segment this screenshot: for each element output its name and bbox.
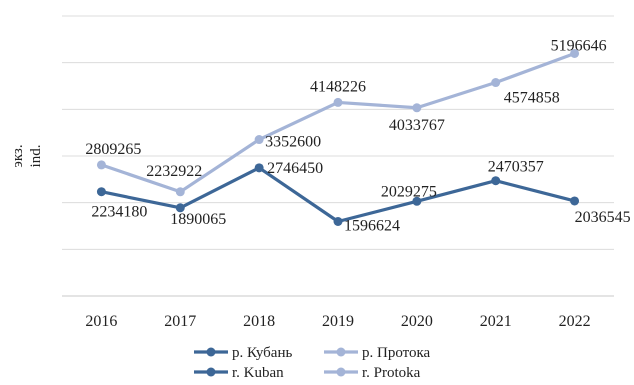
x-tick-label: 2017 bbox=[164, 313, 196, 330]
data-label: 3352600 bbox=[265, 134, 321, 151]
data-label: 1890065 bbox=[170, 211, 226, 228]
y-axis-label: экз. ind. bbox=[10, 144, 44, 167]
data-point bbox=[175, 187, 185, 197]
data-label: 2470357 bbox=[488, 159, 544, 176]
data-labels: 2234180 1890065 2746450 1596624 2029275 24703… bbox=[85, 37, 630, 234]
x-tick-label: 2021 bbox=[480, 313, 512, 330]
data-point bbox=[333, 216, 343, 226]
legend-marker bbox=[336, 347, 346, 357]
data-label: 2232922 bbox=[146, 163, 202, 180]
data-label: 2809265 bbox=[85, 141, 141, 158]
legend-label: р. Протока bbox=[362, 345, 431, 361]
data-label: 1596624 bbox=[344, 217, 400, 234]
x-tick-label: 2016 bbox=[85, 313, 117, 330]
x-tick-label: 2020 bbox=[401, 313, 433, 330]
legend-marker bbox=[206, 347, 216, 357]
data-point bbox=[96, 160, 106, 170]
data-point bbox=[96, 187, 106, 197]
data-label: 2036545 bbox=[575, 209, 631, 226]
data-point bbox=[491, 176, 501, 186]
data-point bbox=[491, 78, 501, 88]
data-point bbox=[412, 103, 422, 113]
data-label: 4148226 bbox=[310, 78, 366, 95]
data-point bbox=[175, 203, 185, 213]
data-point bbox=[333, 97, 343, 107]
data-label: 2029275 bbox=[381, 183, 437, 200]
y-axis-label-line: ind. bbox=[28, 145, 44, 168]
data-point bbox=[412, 196, 422, 206]
series-layer bbox=[96, 48, 580, 226]
legend-marker bbox=[206, 367, 216, 377]
data-label: 2746450 bbox=[267, 160, 323, 177]
legend-label: r. Kuban bbox=[232, 365, 284, 381]
data-label: 2234180 bbox=[91, 204, 147, 221]
y-axis-label-line: экз. bbox=[10, 144, 26, 167]
x-tick-label: 2018 bbox=[243, 313, 275, 330]
x-tick-label: 2019 bbox=[322, 313, 354, 330]
data-point bbox=[570, 48, 580, 58]
data-label: 4033767 bbox=[389, 117, 445, 134]
data-label: 5196646 bbox=[551, 37, 607, 54]
legend-marker bbox=[336, 367, 346, 377]
legend-label: р. Кубань bbox=[232, 345, 292, 361]
data-label: 4574858 bbox=[504, 90, 560, 107]
data-point bbox=[570, 196, 580, 206]
data-point bbox=[254, 135, 264, 145]
x-axis: 2016 2017 2018 2019 2020 2021 2022 bbox=[85, 313, 590, 330]
legend-label: r. Protoka bbox=[362, 365, 421, 381]
gridlines bbox=[62, 15, 614, 297]
x-tick-label: 2022 bbox=[559, 313, 591, 330]
legend: р. Кубань р. Протока r. Kuban r. Protoka bbox=[194, 345, 431, 381]
data-point bbox=[254, 163, 264, 173]
